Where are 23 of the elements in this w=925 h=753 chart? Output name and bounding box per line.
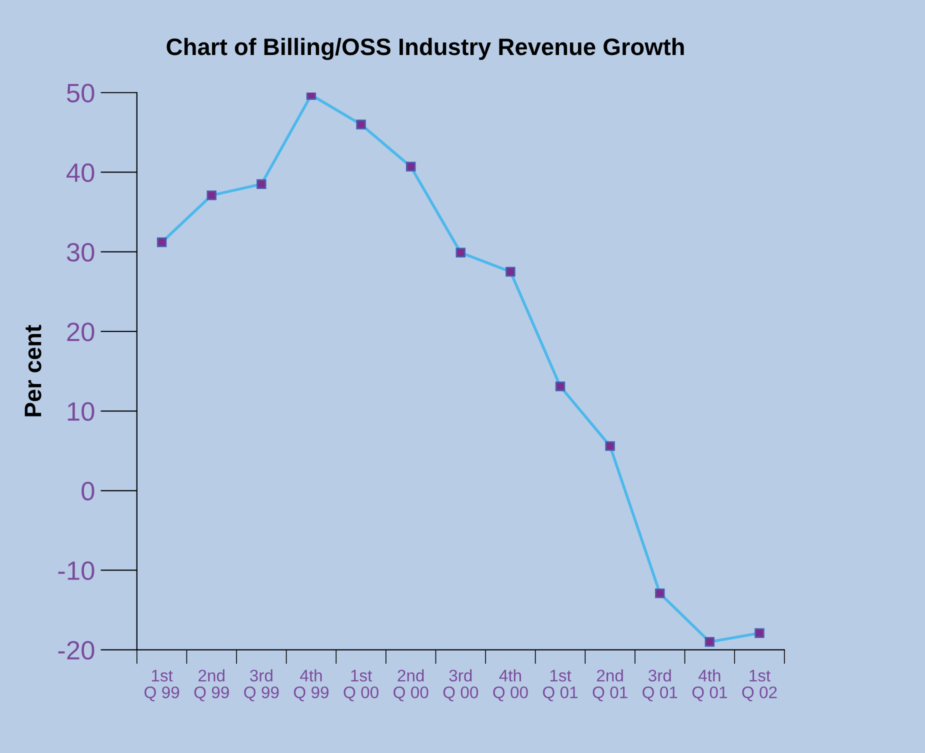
y-tick-label: 0 bbox=[82, 482, 94, 500]
x-tick-label: 3rd Q 01 bbox=[642, 669, 678, 702]
y-tick-label: 20 bbox=[67, 322, 94, 342]
y-tick-label: 50 bbox=[66, 84, 94, 102]
chart-title: Chart of Billing/OSS Industry Revenue Growth bbox=[166, 38, 684, 60]
x-tick-label: 1st Q 99 bbox=[144, 670, 180, 702]
x-tick-label: 1st Q 01 bbox=[542, 670, 578, 702]
x-tick-label: 4th Q 00 bbox=[493, 669, 528, 702]
x-tick-label: 4th Q 01 bbox=[692, 669, 727, 702]
x-tick-label: 3rd Q 99 bbox=[244, 669, 279, 702]
y-axis-title: Per cent bbox=[24, 324, 42, 416]
x-tick-label: 2nd Q 00 bbox=[394, 669, 428, 702]
x-tick-label: 2nd Q 99 bbox=[194, 669, 229, 702]
x-tick-label: 4th Q 99 bbox=[294, 669, 329, 702]
x-tick-label: 1st Q 00 bbox=[344, 670, 378, 702]
y-tick-label: 10 bbox=[68, 402, 94, 421]
y-tick-label: -20 bbox=[58, 640, 94, 660]
y-tick-label: 40 bbox=[66, 163, 94, 182]
y-tick-label: 30 bbox=[66, 242, 94, 262]
x-tick-label: 1st Q 02 bbox=[742, 670, 777, 702]
x-tick-label: 3rd Q 00 bbox=[443, 669, 478, 702]
x-tick-label: 2nd Q 01 bbox=[592, 669, 628, 702]
y-tick-label: -10 bbox=[58, 561, 94, 580]
